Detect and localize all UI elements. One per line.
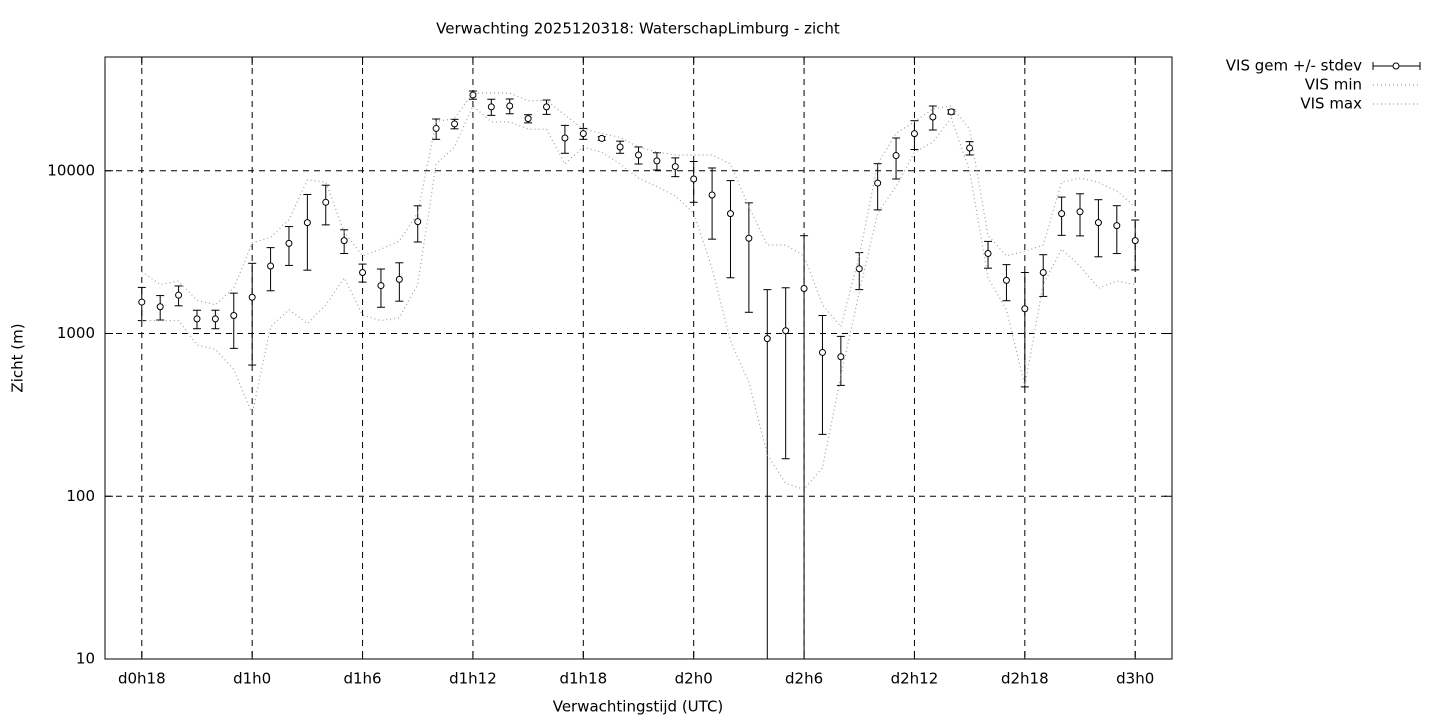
x-tick-label: d1h0 bbox=[233, 670, 271, 688]
x-tick-label: d1h6 bbox=[343, 670, 381, 688]
x-tick-label: d2h0 bbox=[675, 670, 713, 688]
y-axis-label: Zicht (m) bbox=[9, 323, 27, 392]
plot-border bbox=[104, 56, 1173, 660]
x-tick-label: d2h12 bbox=[891, 670, 939, 688]
data-point bbox=[1002, 276, 1010, 284]
data-point bbox=[1039, 269, 1047, 277]
chart-title: Verwachting 2025120318: WaterschapLimbur… bbox=[436, 20, 840, 38]
data-point bbox=[561, 134, 569, 142]
data-point bbox=[138, 298, 146, 306]
data-point bbox=[487, 103, 495, 111]
data-point bbox=[910, 130, 918, 138]
data-point bbox=[414, 218, 422, 226]
data-point bbox=[855, 265, 863, 273]
data-point bbox=[230, 312, 238, 320]
legend-swatch bbox=[1392, 62, 1400, 70]
data-point bbox=[616, 143, 624, 151]
data-point bbox=[947, 108, 955, 116]
data-point bbox=[211, 315, 219, 323]
legend-label: VIS max bbox=[1300, 95, 1362, 113]
legend-label: VIS min bbox=[1305, 76, 1362, 94]
data-point bbox=[1094, 219, 1102, 227]
data-point bbox=[966, 144, 974, 152]
data-point bbox=[175, 291, 183, 299]
plot-area bbox=[105, 57, 1172, 659]
data-point bbox=[635, 151, 642, 159]
data-point bbox=[340, 237, 348, 245]
data-point bbox=[690, 175, 698, 183]
data-point bbox=[598, 134, 606, 142]
series-line bbox=[141, 105, 1136, 491]
data-point bbox=[984, 250, 992, 258]
x-tick-label: d1h18 bbox=[559, 670, 607, 688]
data-point bbox=[395, 275, 403, 283]
data-point bbox=[322, 198, 330, 206]
x-tick-label: d2h6 bbox=[785, 670, 823, 688]
data-point bbox=[432, 124, 440, 132]
data-point bbox=[892, 152, 900, 160]
y-tick-label: 10000 bbox=[47, 161, 95, 179]
data-point bbox=[1021, 305, 1029, 313]
series-line bbox=[141, 92, 1136, 329]
data-point bbox=[267, 262, 275, 270]
data-point bbox=[193, 315, 201, 323]
data-point bbox=[1131, 237, 1139, 245]
data-point bbox=[671, 163, 679, 171]
data-point bbox=[726, 210, 734, 218]
y-tick-label: 10 bbox=[76, 650, 95, 668]
x-tick-label: d2h18 bbox=[1001, 670, 1049, 688]
x-tick-label: d1h12 bbox=[449, 670, 497, 688]
data-point bbox=[579, 130, 587, 138]
x-tick-label: d3h0 bbox=[1116, 670, 1154, 688]
data-point bbox=[800, 285, 808, 293]
data-point bbox=[451, 120, 459, 128]
data-point bbox=[653, 157, 661, 165]
data-point bbox=[929, 113, 937, 121]
y-tick-label: 1000 bbox=[57, 324, 95, 342]
data-point bbox=[303, 219, 311, 227]
data-point bbox=[818, 348, 826, 356]
data-point bbox=[1113, 222, 1121, 230]
data-point bbox=[506, 102, 514, 110]
data-point bbox=[359, 269, 367, 277]
data-point bbox=[837, 353, 845, 361]
x-axis-label: Verwachtingstijd (UTC) bbox=[553, 698, 724, 716]
data-point bbox=[285, 239, 293, 247]
data-point bbox=[377, 282, 385, 290]
data-point bbox=[708, 191, 716, 199]
y-tick-label: 100 bbox=[66, 487, 95, 505]
legend-label: VIS gem +/- stdev bbox=[1226, 57, 1362, 75]
data-point bbox=[874, 179, 882, 187]
data-point bbox=[156, 303, 164, 311]
data-point bbox=[763, 335, 771, 343]
data-point bbox=[248, 293, 256, 301]
data-point bbox=[782, 327, 790, 335]
data-point bbox=[1076, 208, 1084, 216]
data-point bbox=[524, 115, 532, 123]
data-point bbox=[1058, 210, 1066, 218]
data-point bbox=[745, 234, 753, 242]
data-point bbox=[543, 103, 551, 111]
x-tick-label: d0h18 bbox=[118, 670, 166, 688]
